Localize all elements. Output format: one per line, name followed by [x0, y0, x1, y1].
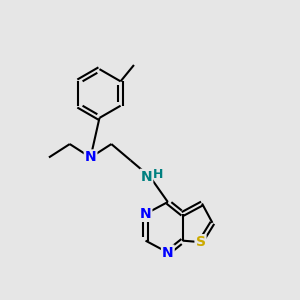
Text: N: N	[141, 170, 152, 184]
Text: H: H	[153, 168, 164, 181]
Text: N: N	[85, 150, 96, 164]
Text: N: N	[162, 245, 174, 260]
Text: N: N	[140, 207, 152, 221]
Text: S: S	[196, 235, 206, 249]
